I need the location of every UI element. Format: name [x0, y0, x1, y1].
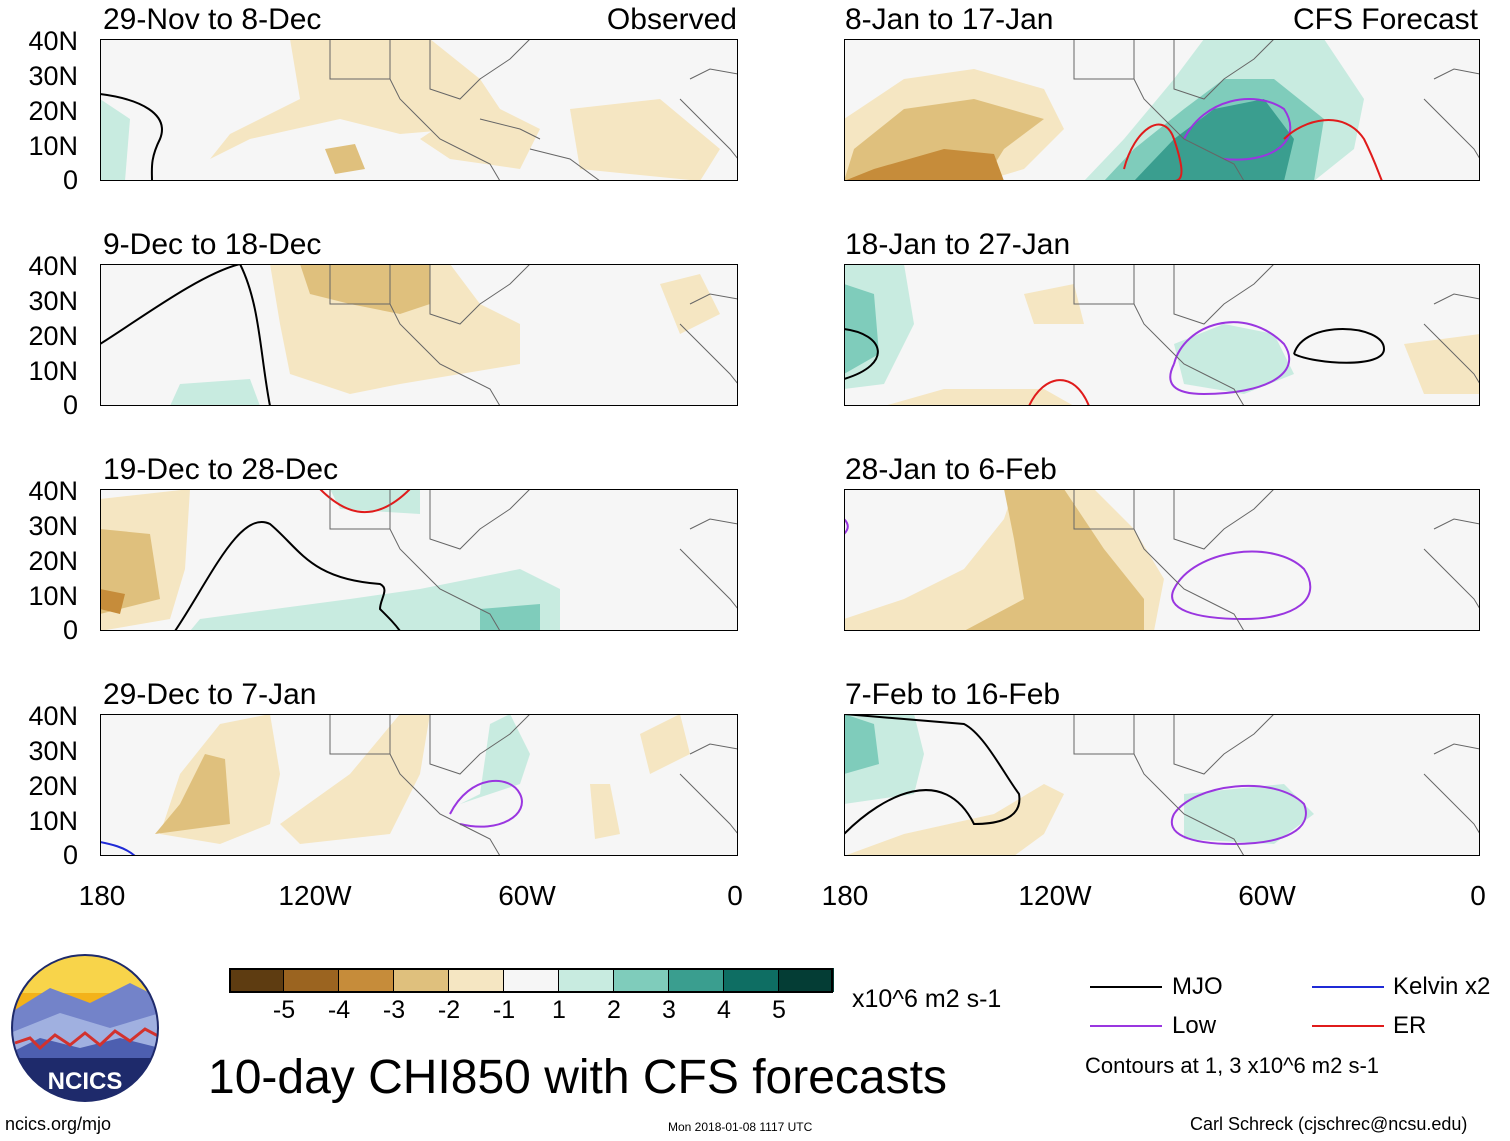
- footer-author: Carl Schreck (cjschrec@ncsu.edu): [1190, 1114, 1468, 1134]
- map-panel-7: [844, 489, 1480, 631]
- contours-note: Contours at 1, 3 x10^6 m2 s-1: [1085, 1053, 1380, 1078]
- panel-title-7: 28-Jan to 6-Feb: [845, 453, 1057, 486]
- map-panel-2: [100, 264, 738, 406]
- ncics-logo: NCICS: [11, 954, 159, 1102]
- colorbar-swatch: [284, 968, 339, 992]
- panel-title-8: 7-Feb to 16-Feb: [845, 678, 1061, 711]
- colorbar-swatch: [614, 968, 669, 992]
- colorbar-swatch: [504, 968, 559, 992]
- figure-title: 10-day CHI850 with CFS forecasts: [208, 1051, 947, 1104]
- map-panel-8: [844, 714, 1480, 856]
- map-panel-1: [100, 39, 738, 181]
- logo-text: NCICS: [48, 1068, 123, 1095]
- panel-title-6: 18-Jan to 27-Jan: [845, 228, 1071, 261]
- panel-title-2: 9-Dec to 18-Dec: [103, 228, 322, 261]
- panel-title-4: 29-Dec to 7-Jan: [103, 678, 317, 711]
- legend-kelvin-label: Kelvin x2: [1393, 973, 1491, 1000]
- colorbar-swatch: [229, 968, 284, 992]
- legend-er-line: [1312, 1025, 1384, 1027]
- legend-low-line: [1090, 1025, 1162, 1027]
- map-panel-4: [100, 714, 738, 856]
- map-panel-6: [844, 264, 1480, 406]
- colorbar-swatch: [559, 968, 614, 992]
- map-panel-5: [844, 39, 1480, 181]
- panel-title-1: 29-Nov to 8-Dec: [103, 3, 322, 36]
- observed-label: Observed: [606, 3, 737, 36]
- panel-title-5: 8-Jan to 17-Jan: [845, 3, 1054, 36]
- legend-mjo-label: MJO: [1172, 973, 1223, 1000]
- colorbar-swatch: [449, 968, 504, 992]
- footer-url[interactable]: ncics.org/mjo: [5, 1114, 112, 1134]
- colorbar-swatch: [394, 968, 449, 992]
- map-panel-3: [100, 489, 738, 631]
- legend-mjo-line: [1090, 986, 1162, 988]
- colorbar-frame: [229, 968, 833, 993]
- legend-er-label: ER: [1393, 1012, 1427, 1039]
- footer-timestamp: Mon 2018-01-08 1117 UTC: [668, 1120, 813, 1134]
- colorbar-swatch: [724, 968, 779, 992]
- panel-title-3: 19-Dec to 28-Dec: [103, 453, 339, 486]
- forecast-label: CFS Forecast: [1292, 3, 1478, 36]
- colorbar-swatch: [339, 968, 394, 992]
- legend-low-label: Low: [1172, 1012, 1217, 1039]
- colorbar-units: x10^6 m2 s-1: [852, 985, 1002, 1013]
- colorbar-swatch: [779, 968, 834, 992]
- colorbar-swatch: [669, 968, 724, 992]
- legend-kelvin-line: [1312, 986, 1384, 988]
